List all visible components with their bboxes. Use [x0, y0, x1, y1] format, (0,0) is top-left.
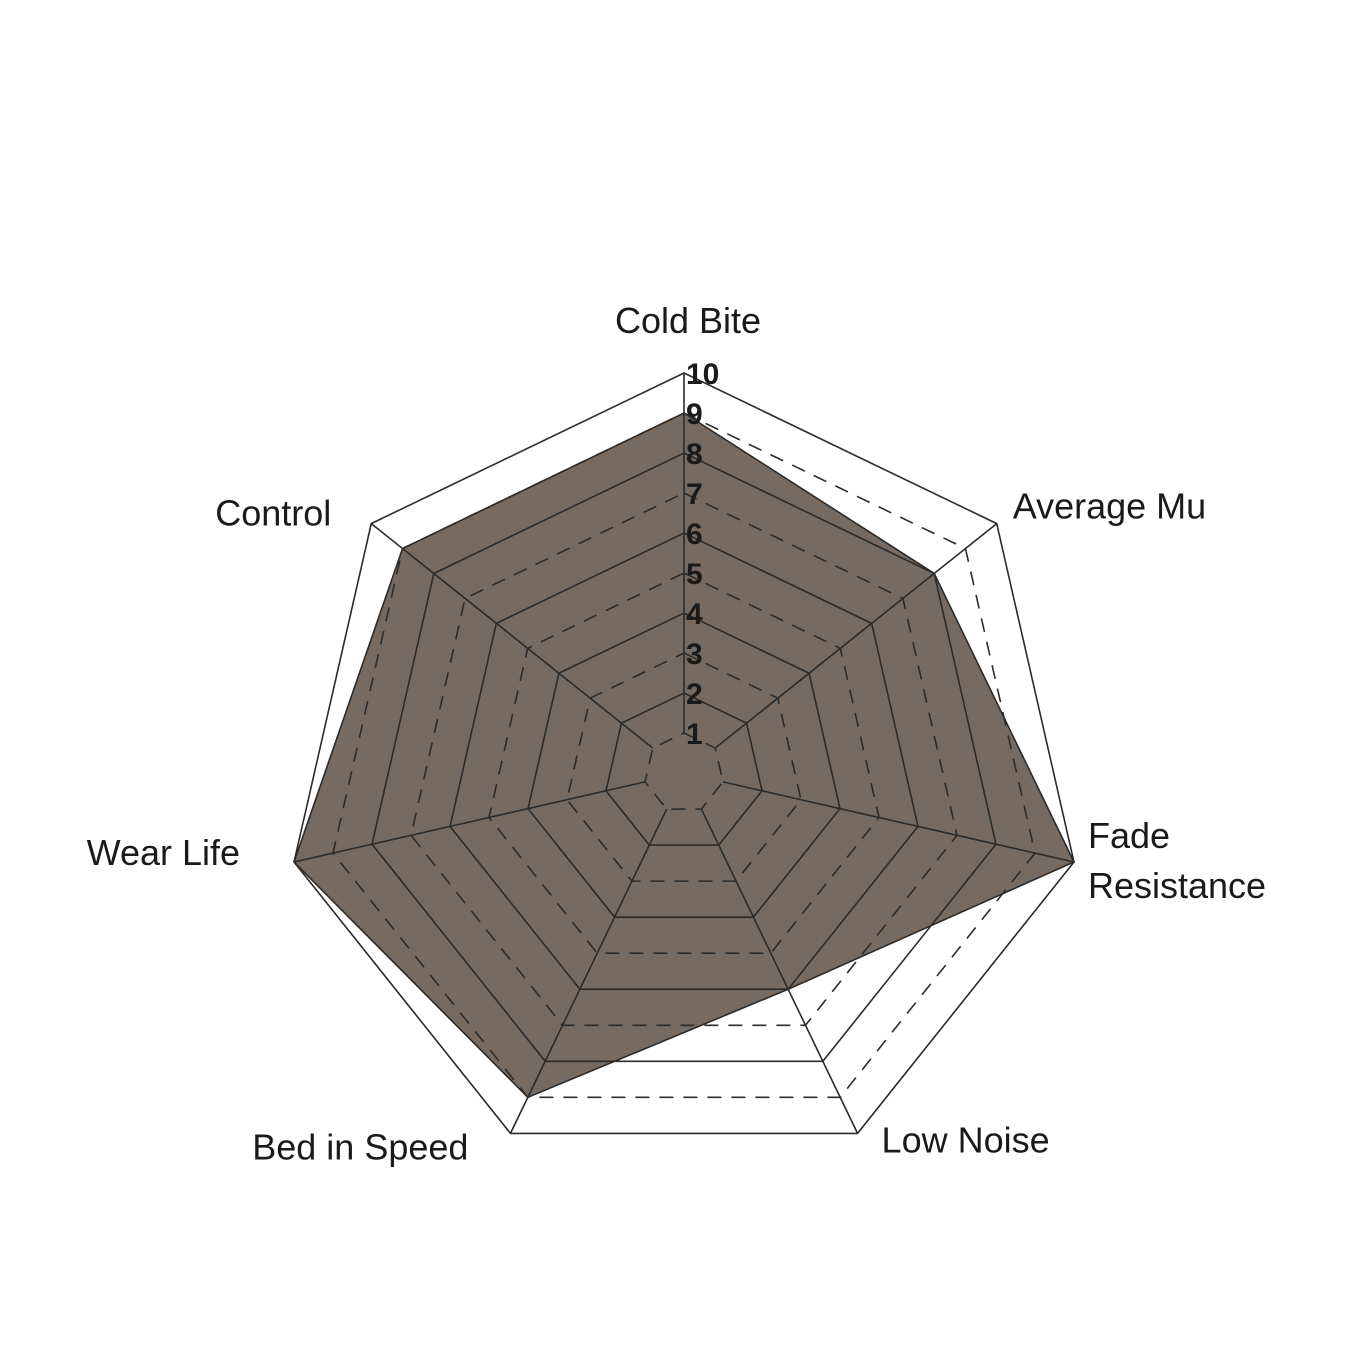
- svg-text:1: 1: [686, 718, 703, 751]
- svg-text:4: 4: [686, 598, 703, 631]
- svg-text:Cold Bite: Cold Bite: [615, 300, 761, 341]
- svg-text:10: 10: [686, 358, 719, 391]
- svg-text:3: 3: [686, 638, 703, 671]
- svg-text:5: 5: [686, 558, 703, 591]
- svg-text:6: 6: [686, 518, 703, 551]
- svg-text:Bed in Speed: Bed in Speed: [252, 1126, 468, 1167]
- svg-text:Fade: Fade: [1088, 815, 1170, 856]
- svg-text:Wear Life: Wear Life: [87, 832, 240, 873]
- svg-text:8: 8: [686, 438, 703, 471]
- svg-text:7: 7: [686, 478, 703, 511]
- svg-text:Resistance: Resistance: [1088, 865, 1266, 906]
- svg-text:2: 2: [686, 678, 703, 711]
- svg-text:Average Mu: Average Mu: [1013, 486, 1206, 527]
- svg-text:Control: Control: [215, 493, 331, 534]
- svg-text:9: 9: [686, 398, 703, 431]
- svg-text:Low Noise: Low Noise: [882, 1119, 1050, 1160]
